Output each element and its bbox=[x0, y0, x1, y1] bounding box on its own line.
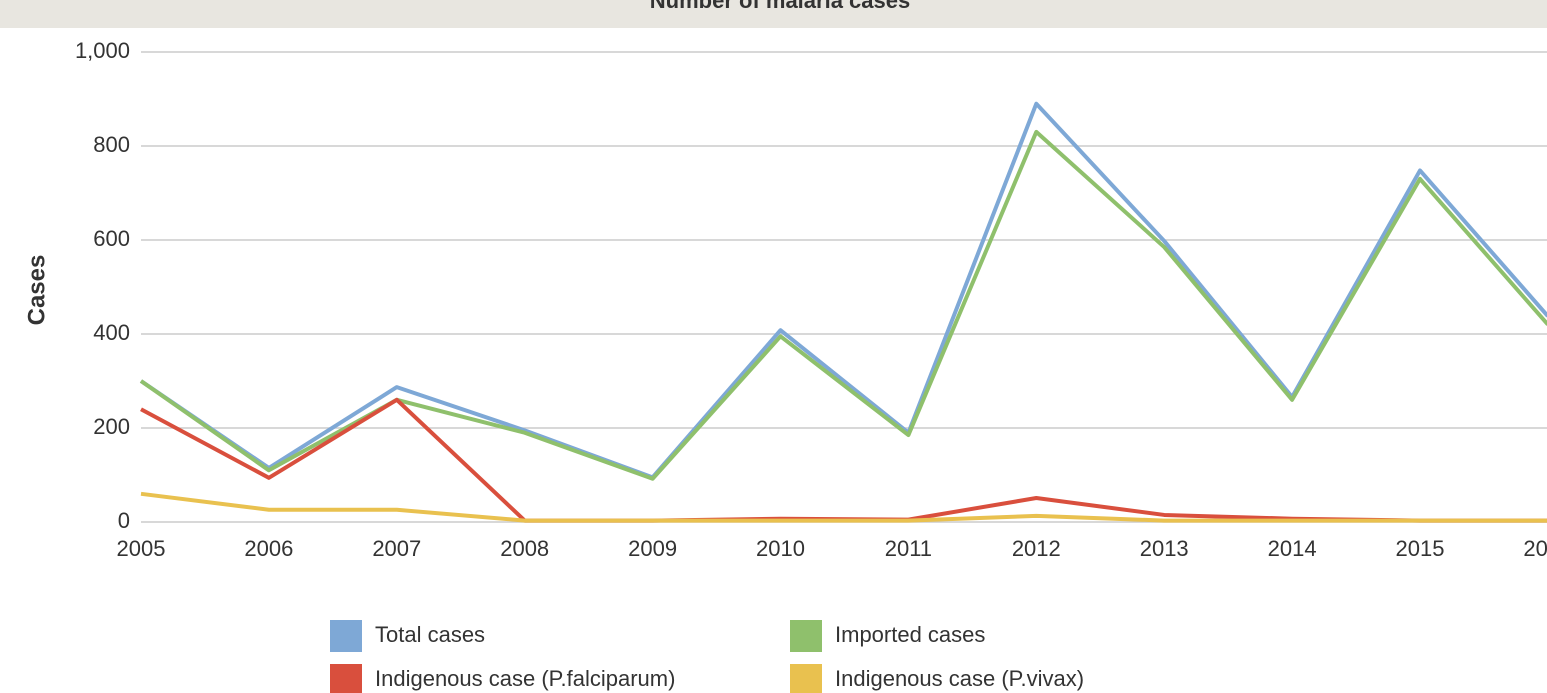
legend-swatch bbox=[790, 664, 822, 693]
x-tick-label: 2016 bbox=[1523, 536, 1547, 561]
legend-swatch bbox=[330, 620, 362, 652]
chart-title: Number of malaria cases bbox=[650, 0, 910, 13]
legend-label: Indigenous case (P.vivax) bbox=[835, 666, 1084, 691]
x-tick-label: 2012 bbox=[1012, 536, 1061, 561]
x-tick-label: 2008 bbox=[500, 536, 549, 561]
x-tick-label: 2013 bbox=[1140, 536, 1189, 561]
legend-swatch bbox=[330, 664, 362, 693]
y-axis-label: Cases bbox=[23, 255, 50, 326]
series-line bbox=[140, 397, 1547, 523]
x-tick-label: 2006 bbox=[244, 536, 293, 561]
x-tick-label: 2011 bbox=[885, 536, 932, 561]
y-tick-label: 800 bbox=[93, 132, 130, 157]
x-tick-label: 2010 bbox=[756, 536, 805, 561]
y-tick-label: 0 bbox=[118, 508, 130, 533]
x-tick-label: 2009 bbox=[628, 536, 677, 561]
x-tick-label: 2014 bbox=[1268, 536, 1317, 561]
y-tick-label: 400 bbox=[93, 320, 130, 345]
y-tick-label: 1,000 bbox=[75, 38, 130, 63]
series-line bbox=[139, 101, 1547, 480]
x-tick-label: 2007 bbox=[372, 536, 421, 561]
series-line bbox=[140, 491, 1547, 523]
y-tick-label: 600 bbox=[93, 226, 130, 251]
legend-label: Imported cases bbox=[835, 622, 985, 647]
legend-label: Indigenous case (P.falciparum) bbox=[375, 666, 675, 691]
y-tick-label: 200 bbox=[93, 414, 130, 439]
title-bar bbox=[0, 0, 1547, 28]
legend-label: Total cases bbox=[375, 622, 485, 647]
legend-swatch bbox=[790, 620, 822, 652]
x-tick-label: 2005 bbox=[117, 536, 166, 561]
x-tick-label: 2015 bbox=[1396, 536, 1445, 561]
